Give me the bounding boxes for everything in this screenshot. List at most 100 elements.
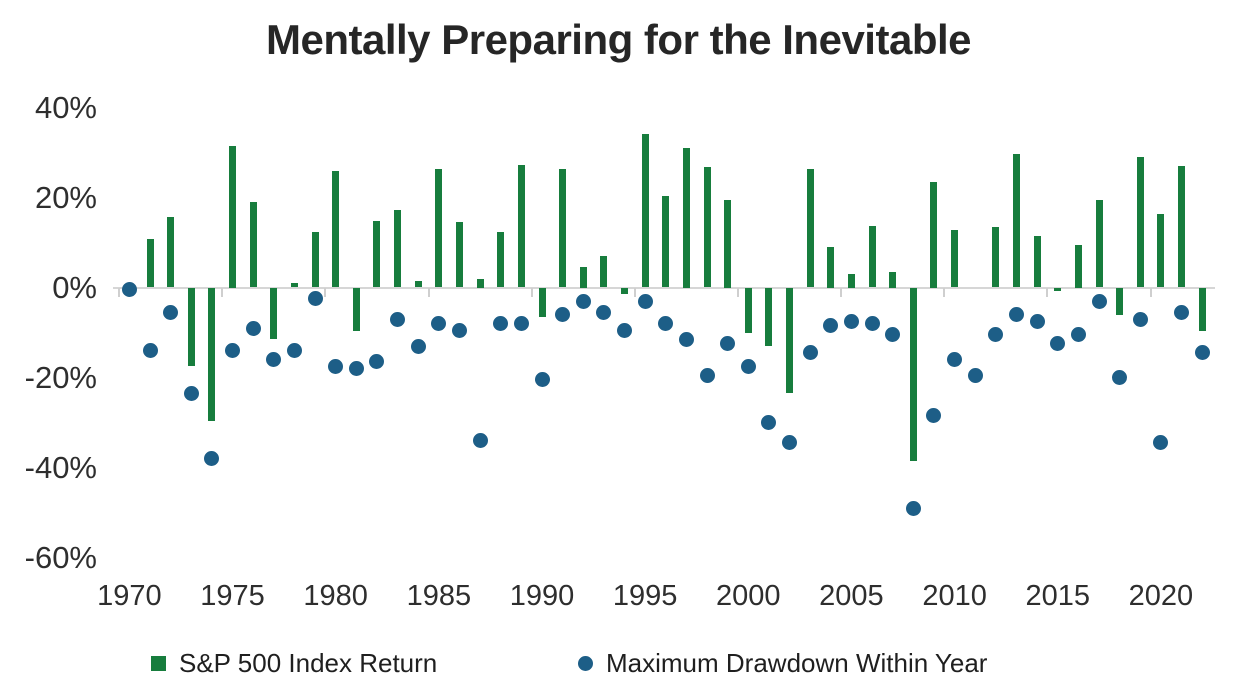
dot-2016 xyxy=(1070,327,1086,343)
x-axis-tick xyxy=(840,288,843,297)
dot-2009 xyxy=(926,408,942,424)
dot-1999 xyxy=(720,336,736,352)
y-axis-label-20: 20% xyxy=(34,180,97,215)
dot-1984 xyxy=(410,338,426,354)
dot-2007 xyxy=(885,327,901,343)
bar-2000 xyxy=(744,287,752,333)
dot-2008 xyxy=(905,500,921,516)
bar-1997 xyxy=(682,148,690,288)
bar-1975 xyxy=(229,145,237,288)
bar-2016 xyxy=(1074,244,1082,288)
x-axis-tick xyxy=(1149,288,1152,297)
dot-1994 xyxy=(617,322,633,338)
bar-1996 xyxy=(662,196,670,288)
dot-1979 xyxy=(307,291,323,307)
bar-1976 xyxy=(249,201,257,288)
dot-1996 xyxy=(658,316,674,331)
x-axis-tick xyxy=(943,288,946,297)
bar-1989 xyxy=(517,164,525,288)
dot-2010 xyxy=(947,352,963,367)
bar-1990 xyxy=(538,287,546,318)
bar-2021 xyxy=(1178,166,1186,288)
bar-1981 xyxy=(352,287,360,332)
bar-2015 xyxy=(1054,287,1062,291)
bar-2005 xyxy=(847,274,855,288)
dot-2013 xyxy=(1008,307,1024,322)
dot-series-swatch-icon xyxy=(578,655,593,671)
dot-1971 xyxy=(142,343,158,358)
dot-1970 xyxy=(121,282,137,298)
dot-2005 xyxy=(843,313,859,329)
chart-legend: S&P 500 Index Return Maximum Drawdown Wi… xyxy=(0,648,1237,682)
dot-1974 xyxy=(204,451,220,466)
dot-1990 xyxy=(534,372,550,388)
bar-2010 xyxy=(951,229,959,288)
dot-1977 xyxy=(266,352,282,367)
bar-1987 xyxy=(476,278,484,288)
bar-2020 xyxy=(1157,214,1165,288)
dot-1972 xyxy=(163,304,179,320)
y-axis-label-40: 40% xyxy=(34,90,97,125)
bar-2002 xyxy=(786,287,794,393)
x-axis-label-2005: 2005 xyxy=(819,580,884,612)
legend-label-returns: S&P 500 Index Return xyxy=(179,647,438,678)
bar-2009 xyxy=(930,181,938,288)
dot-1976 xyxy=(245,320,261,336)
bar-series-swatch-icon xyxy=(151,655,166,671)
bar-1992 xyxy=(579,267,587,288)
x-axis-tick xyxy=(324,288,327,297)
dot-1991 xyxy=(555,307,571,322)
dot-1988 xyxy=(493,316,509,331)
bar-1994 xyxy=(621,287,629,295)
x-axis-tick xyxy=(1046,288,1049,297)
bar-2018 xyxy=(1116,287,1124,316)
dot-1987 xyxy=(472,433,488,448)
bar-2006 xyxy=(868,226,876,288)
bar-2013 xyxy=(1012,154,1020,288)
bar-1998 xyxy=(703,167,711,288)
dot-2019 xyxy=(1132,311,1148,327)
dot-2018 xyxy=(1112,370,1128,385)
dot-2011 xyxy=(967,367,983,383)
bar-1972 xyxy=(167,217,175,288)
bar-1983 xyxy=(394,209,402,288)
dot-1995 xyxy=(637,293,653,309)
x-axis-tick xyxy=(633,288,636,297)
bar-2007 xyxy=(889,271,897,288)
x-axis-tick xyxy=(118,288,121,297)
bar-1986 xyxy=(455,221,463,288)
dot-2022 xyxy=(1194,345,1210,361)
dot-2020 xyxy=(1153,435,1169,451)
dot-2015 xyxy=(1050,336,1066,352)
bar-2019 xyxy=(1136,157,1144,288)
x-axis-label-2015: 2015 xyxy=(1025,580,1090,612)
x-axis-tick xyxy=(221,288,224,297)
bar-2017 xyxy=(1095,200,1103,288)
bar-1993 xyxy=(600,255,608,288)
bar-1999 xyxy=(724,199,732,288)
dot-2006 xyxy=(864,316,880,331)
x-axis-tick xyxy=(530,288,533,297)
bar-1984 xyxy=(414,281,422,288)
legend-label-drawdown: Maximum Drawdown Within Year xyxy=(606,647,988,678)
x-axis-tick xyxy=(736,288,739,297)
bar-1980 xyxy=(332,171,340,288)
dot-1985 xyxy=(431,316,447,331)
bar-1979 xyxy=(311,232,319,288)
dot-2017 xyxy=(1091,293,1107,309)
bar-1985 xyxy=(435,169,443,288)
x-axis-label-1985: 1985 xyxy=(406,580,472,612)
x-axis-label-2000: 2000 xyxy=(716,580,781,612)
bar-2022 xyxy=(1198,287,1206,331)
y-axis-label--60: -60% xyxy=(24,540,97,575)
dot-1973 xyxy=(183,385,199,401)
x-axis-tick xyxy=(427,288,430,297)
bar-1974 xyxy=(208,287,216,422)
dot-2000 xyxy=(740,358,756,374)
bar-1978 xyxy=(290,282,298,288)
x-axis-label-1995: 1995 xyxy=(612,580,678,612)
chart-title: Mentally Preparing for the Inevitable xyxy=(266,16,972,63)
bar-2003 xyxy=(806,168,814,288)
bar-2004 xyxy=(827,247,835,288)
dot-1997 xyxy=(678,331,694,347)
